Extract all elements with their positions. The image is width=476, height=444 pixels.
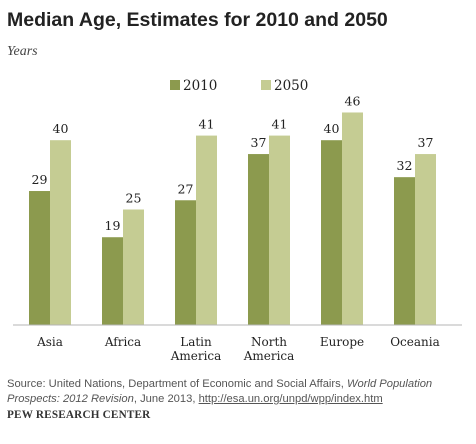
bar-2050-africa [123,209,144,325]
bar-2050-europe [342,112,363,325]
chart-subtitle: Years [7,44,38,59]
source-prefix: Source: United Nations, Department of Ec… [7,378,347,390]
bar-2050-oceania [415,154,436,325]
data-label: 37 [251,135,267,150]
bars [29,112,436,325]
bar-2010-asia [29,191,50,325]
data-label: 46 [345,93,361,108]
bar-2010-north-america [248,154,269,325]
bar-chart: 2010 2050 29 40 19 25 27 41 37 41 40 46 32 37 Asia Af… [13,78,462,363]
data-label: 32 [397,158,413,173]
data-label: 27 [178,181,194,196]
source-italic: World Population Prospects: 2012 Revisio… [7,378,433,405]
x-tick-label: North America [243,335,295,363]
bar-2010-africa [102,237,123,325]
data-label: 40 [324,121,340,136]
data-label: 41 [272,117,288,132]
data-labels: 29 40 19 25 27 41 37 41 40 46 32 37 [32,93,434,233]
bar-2010-oceania [394,177,415,325]
legend-swatch-2010 [170,80,180,90]
source-suffix: , June 2013, [133,393,199,405]
x-tick-label: Asia [36,335,63,349]
data-label: 40 [53,121,69,136]
legend: 2010 2050 [170,78,308,94]
bar-2050-latin-america [196,135,217,325]
bar-2050-asia [50,140,71,325]
legend-label-2010: 2010 [183,78,217,94]
source-note: Source: United Nations, Department of Ec… [7,377,469,407]
x-tick-label: Africa [104,335,141,349]
legend-label-2050: 2050 [274,78,308,94]
source-link[interactable]: http://esa.un.org/unpd/wpp/index.htm [198,393,383,405]
data-label: 29 [32,172,48,187]
data-label: 19 [105,218,121,233]
x-tick-label: Europe [320,335,364,349]
chart-title: Median Age, Estimates for 2010 and 2050 [7,9,388,31]
data-label: 25 [126,191,142,206]
bar-2050-north-america [269,135,290,325]
x-tick-label: Latin America [170,335,222,363]
bar-2010-latin-america [175,200,196,325]
bar-2010-europe [321,140,342,325]
data-label: 37 [418,135,434,150]
data-label: 41 [199,117,215,132]
legend-swatch-2050 [261,80,271,90]
x-tick-label: Oceania [390,335,440,349]
pew-credit: PEW RESEARCH CENTER [7,409,151,421]
x-tick-labels: Asia Africa Latin America North America Europe… [36,335,440,363]
